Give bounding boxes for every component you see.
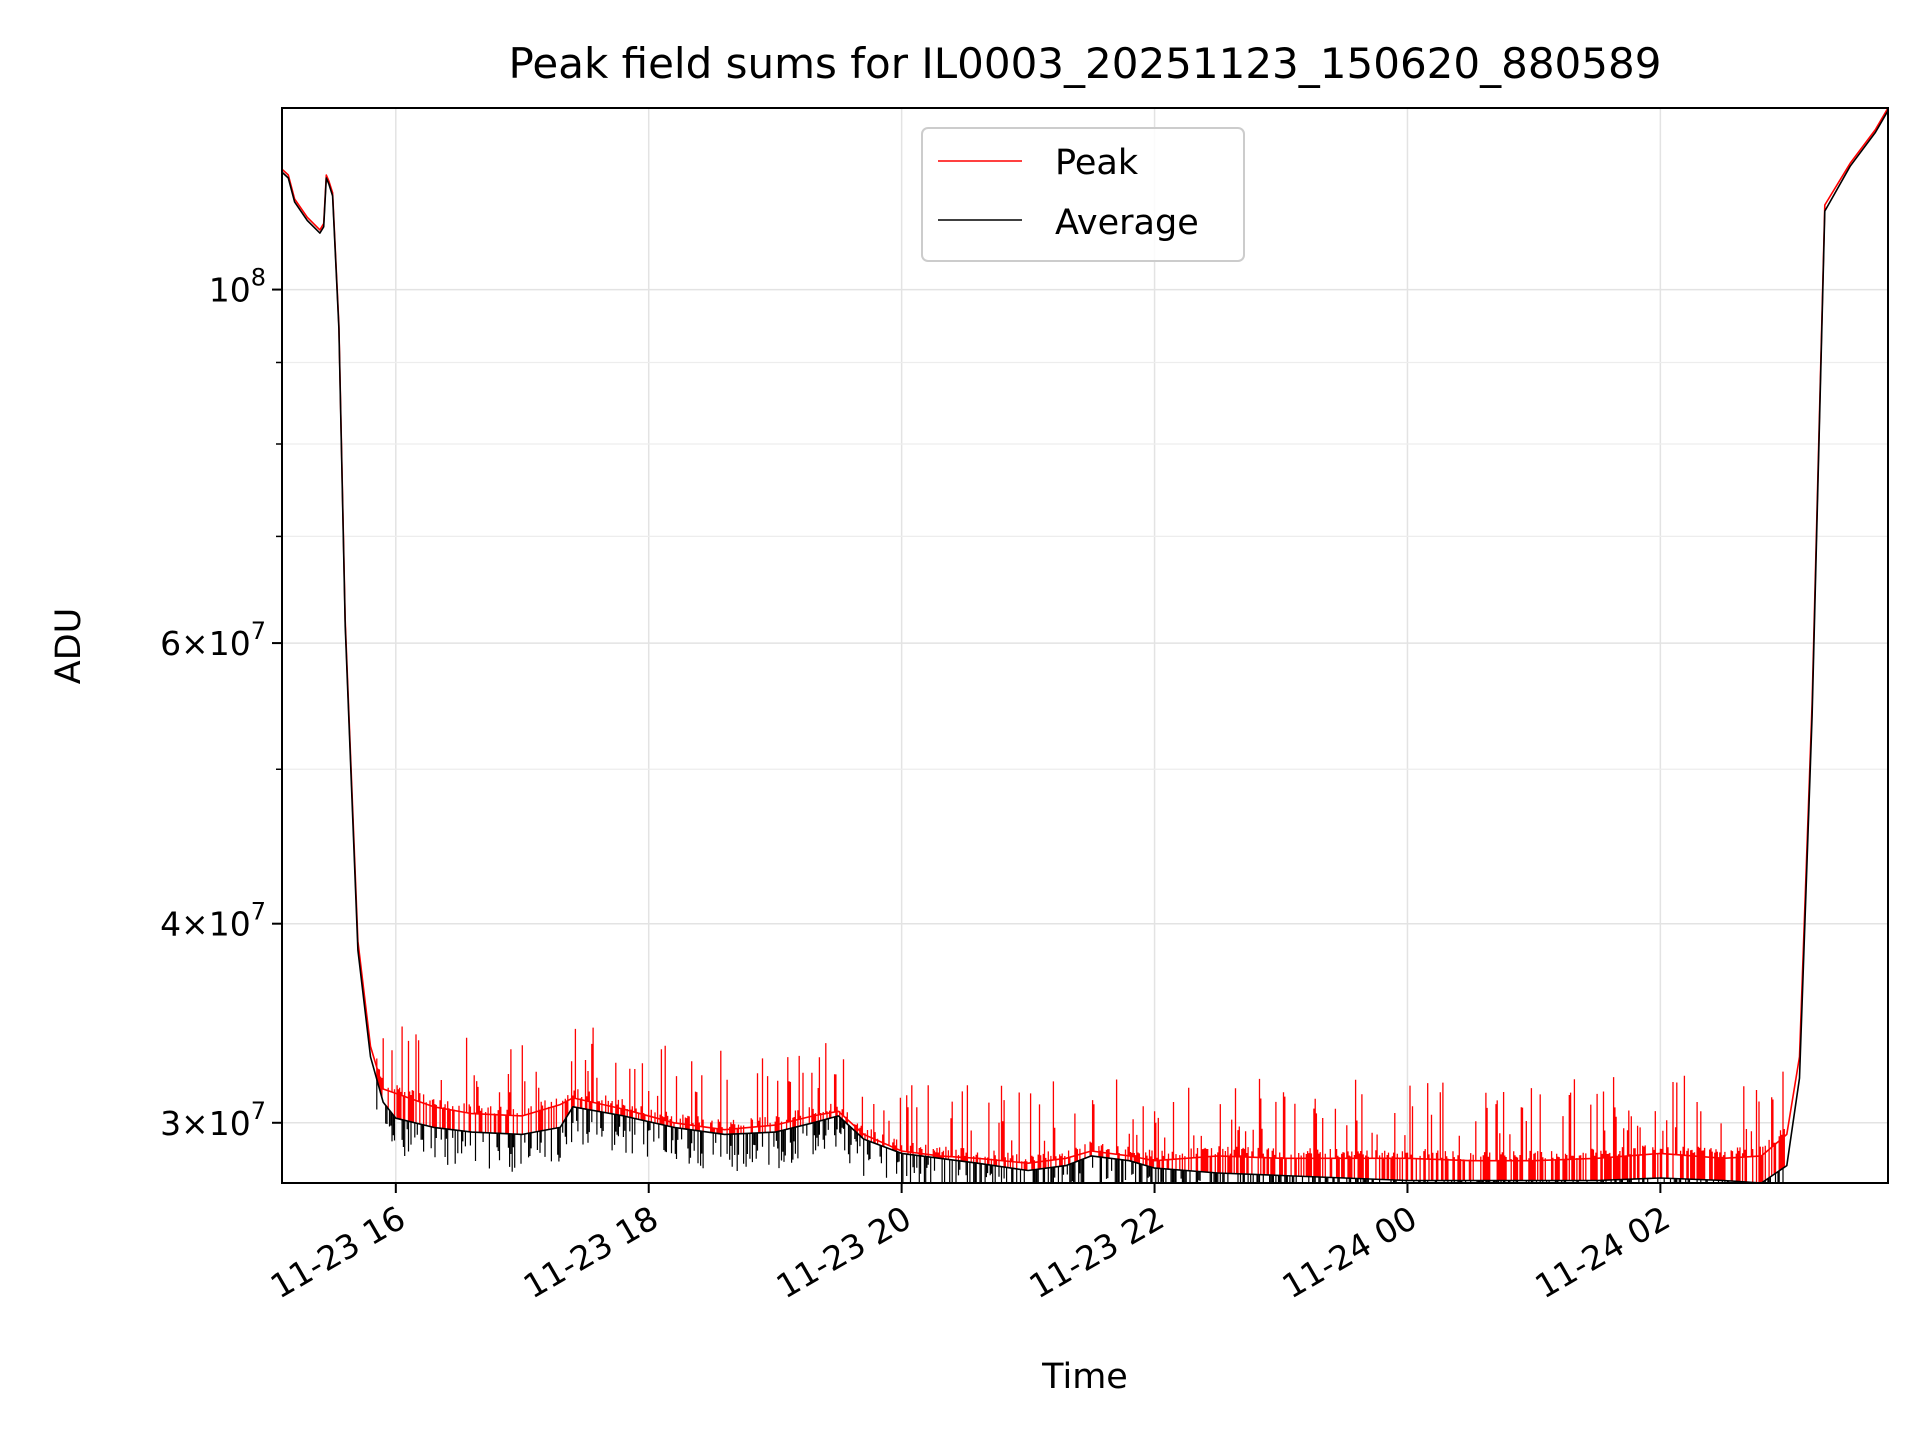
x-tick-label: 11-23 18 bbox=[517, 1198, 665, 1306]
legend: Peak Average bbox=[921, 127, 1245, 262]
x-tick-label: 11-23 20 bbox=[770, 1198, 918, 1306]
y-tick-label: 3×107 bbox=[160, 1097, 266, 1143]
y-tick-label: 4×107 bbox=[160, 898, 266, 944]
x-tick-label: 11-24 00 bbox=[1275, 1198, 1423, 1306]
y-tick-label: 108 bbox=[209, 264, 266, 310]
grid bbox=[282, 108, 1888, 1183]
legend-label-peak: Peak bbox=[1055, 143, 1139, 183]
average-spikes bbox=[376, 1079, 1784, 1183]
x-tick-label: 11-23 16 bbox=[264, 1198, 412, 1306]
y-axis-label: ADU bbox=[49, 608, 89, 685]
series-line-average bbox=[282, 110, 1888, 1183]
x-axis-label: Time bbox=[1041, 1357, 1128, 1397]
x-tick-label: 11-23 22 bbox=[1023, 1198, 1171, 1306]
chart-title: Peak field sums for IL0003_20251123_1506… bbox=[509, 39, 1662, 88]
series-line-peak bbox=[282, 108, 1888, 1164]
y-tick-label: 6×107 bbox=[160, 617, 266, 663]
x-tick-label: 11-24 02 bbox=[1528, 1198, 1676, 1306]
legend-label-average: Average bbox=[1055, 203, 1199, 243]
plot-frame bbox=[281, 107, 1889, 1184]
axis-ticks: 11-23 16 11-23 18 11-23 20 11-23 22 11-24 00… bbox=[160, 264, 1676, 1307]
